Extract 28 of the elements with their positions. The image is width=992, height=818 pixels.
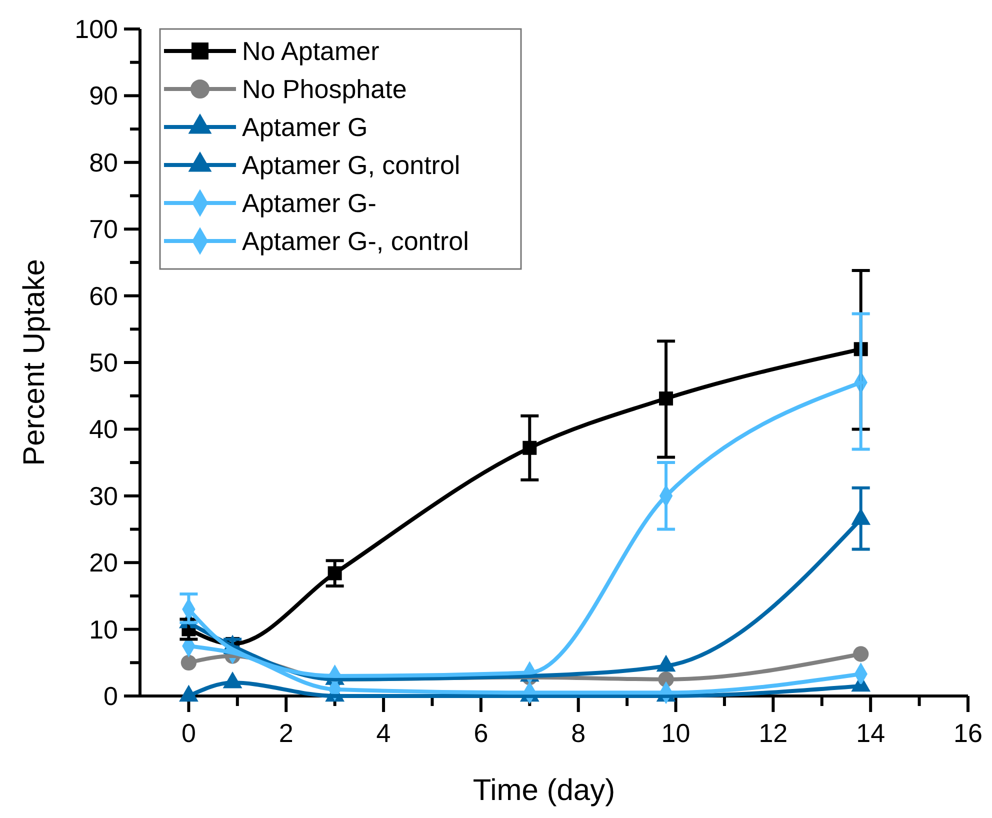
x-tick-label: 4 (376, 718, 391, 748)
x-tick-label: 6 (474, 718, 488, 748)
y-tick-label: 70 (89, 214, 118, 244)
legend-label: Aptamer G- (242, 188, 376, 218)
y-axis-title: Percent Uptake (18, 259, 51, 466)
x-tick-label: 0 (181, 718, 196, 748)
x-tick-label: 2 (278, 718, 294, 748)
x-tick-label: 16 (954, 718, 982, 748)
x-tick-label: 14 (856, 718, 886, 748)
y-tick-label: 100 (74, 14, 118, 44)
legend-label: Aptamer G, control (242, 150, 460, 180)
x-tick-label: 12 (758, 718, 788, 748)
y-tick-label: 60 (89, 280, 118, 311)
x-axis-title: Time (day) (472, 774, 616, 807)
y-tick-label: 0 (104, 681, 118, 711)
y-tick-label: 50 (89, 348, 118, 378)
x-tick-label: 8 (571, 718, 586, 748)
y-tick-label: 30 (89, 480, 118, 511)
y-tick-label: 80 (89, 147, 118, 178)
legend-label: No Aptamer (242, 36, 380, 66)
legend-label: Aptamer G-, control (242, 226, 469, 256)
y-tick-label: 40 (89, 414, 118, 444)
legend-label: No Phosphate (242, 74, 407, 104)
y-tick-label: 90 (89, 80, 118, 111)
y-tick-label: 10 (89, 614, 118, 644)
x-tick-label: 10 (661, 718, 690, 748)
y-tick-label: 20 (89, 548, 118, 578)
legend-label: Aptamer G (242, 112, 368, 142)
